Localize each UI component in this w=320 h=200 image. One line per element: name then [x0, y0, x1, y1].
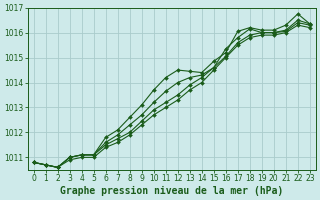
X-axis label: Graphe pression niveau de la mer (hPa): Graphe pression niveau de la mer (hPa): [60, 186, 283, 196]
